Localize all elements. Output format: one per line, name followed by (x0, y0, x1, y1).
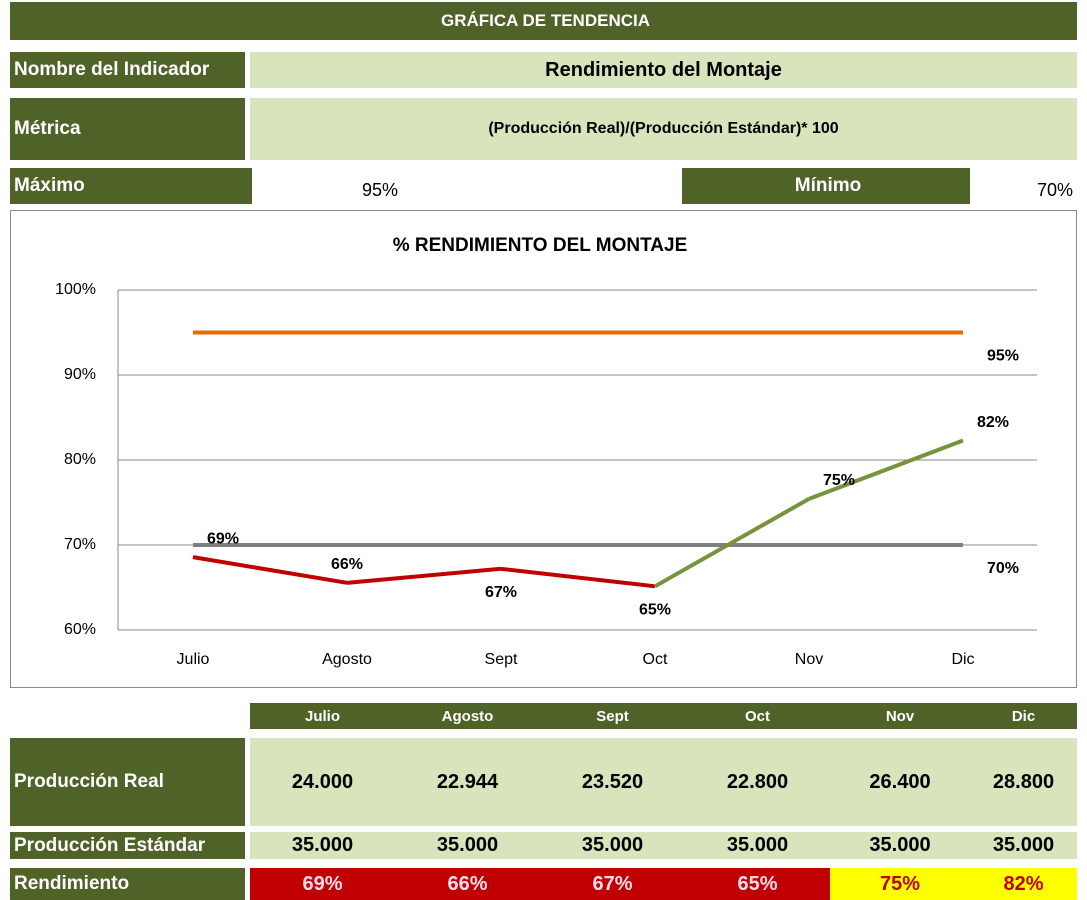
column-header: Dic (1011, 707, 1036, 725)
x-tick-label: Sept (485, 651, 518, 668)
line-segment (346, 566, 502, 585)
cell: 35.000 (830, 832, 970, 859)
data-label: 67% (485, 584, 517, 601)
data-label: 66% (331, 556, 363, 573)
label: Mínimo (682, 168, 970, 204)
row-label: Producción Estándar (10, 832, 245, 859)
cell: 28.800 (970, 738, 1077, 826)
cell: 26.400 (830, 738, 970, 826)
label: Métrica (10, 98, 245, 160)
x-tick-label: Dic (951, 651, 974, 668)
title: GRÁFICA DE TENDENCIA (10, 2, 1077, 40)
cell: 75% (830, 868, 970, 900)
column-header: Nov (885, 707, 915, 725)
column-header: Agosto (441, 707, 494, 725)
cell: 66% (395, 868, 540, 900)
cell: 24.000 (250, 738, 395, 826)
cell: 35.000 (970, 832, 1077, 859)
line-segment (654, 497, 810, 589)
x-tick-label: Oct (643, 651, 668, 668)
data-label: 82% (977, 414, 1009, 431)
data-label: 69% (207, 530, 239, 547)
label: Máximo (10, 168, 252, 204)
line-segment (500, 566, 656, 589)
cell: 22.800 (685, 738, 830, 826)
data-label: 95% (987, 348, 1019, 365)
row-label: Rendimiento (10, 868, 245, 900)
column-header: Oct (744, 707, 770, 725)
line-segment (192, 555, 348, 585)
cell: 35.000 (540, 832, 685, 859)
cell: 22.944 (395, 738, 540, 826)
y-tick-label: 100% (55, 281, 96, 298)
chart: % RENDIMIENTO DEL MONTAJE 60% 70% 80% 90% 10… (10, 210, 1077, 688)
y-tick-label: 90% (64, 366, 96, 383)
column-header: Sept (596, 707, 629, 725)
header-bar (250, 703, 1077, 729)
cell: 65% (685, 868, 830, 900)
label: Nombre del Indicador (10, 52, 245, 88)
cell: 69% (250, 868, 395, 900)
value: 70% (1036, 179, 1074, 200)
value: (Producción Real)/(Producción Estándar)*… (250, 98, 1077, 160)
column-header: Julio (304, 707, 340, 725)
line-segment (808, 438, 964, 501)
x-tick-label: Agosto (322, 651, 372, 668)
data-label: 75% (823, 472, 855, 489)
cell: 35.000 (395, 832, 540, 859)
cell: 23.520 (540, 738, 685, 826)
cell: 35.000 (250, 832, 395, 859)
data-label: 65% (639, 602, 671, 619)
cell: 67% (540, 868, 685, 900)
y-tick-label: 80% (64, 451, 96, 468)
value: 95% (361, 179, 399, 200)
y-tick-label: 70% (64, 536, 96, 553)
y-tick-label: 60% (64, 621, 96, 638)
row-label: Producción Real (10, 738, 245, 826)
cell: 82% (970, 868, 1077, 900)
x-tick-label: Julio (177, 651, 210, 668)
x-tick-label: Nov (795, 651, 823, 668)
data-label: 70% (987, 560, 1019, 577)
value: Rendimiento del Montaje (250, 52, 1077, 88)
chart-title: % RENDIMIENTO DEL MONTAJE (393, 235, 688, 256)
cell: 35.000 (685, 832, 830, 859)
chart-border (10, 210, 1077, 688)
